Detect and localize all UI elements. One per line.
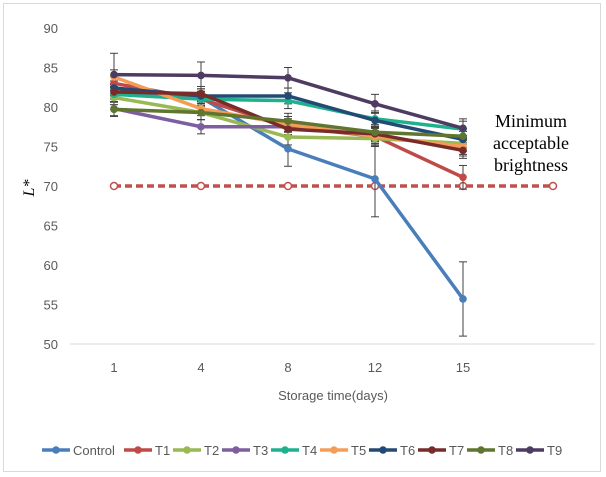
threshold-marker [196,181,206,191]
legend-label-control: Control [73,443,115,458]
data-point-t9 [459,124,467,133]
y-tick-label: 50 [44,337,58,352]
legend-swatch-marker-t5 [330,446,338,454]
data-point-t8 [371,128,379,137]
x-axis-title: Storage time(days) [278,388,388,403]
data-point-t8 [110,105,118,114]
data-point-t9 [110,70,118,79]
data-point-t9 [284,73,292,82]
threshold-marker [109,181,119,191]
y-tick-label: 55 [44,298,58,313]
data-point-t9 [371,100,379,108]
legend-label-t5: T5 [351,443,366,458]
data-point-t9 [197,71,205,80]
x-tick-label: 12 [368,360,382,375]
data-point-t7 [110,88,118,96]
data-point-t3 [197,122,205,131]
y-axis-ticks: 50 55 60 65 70 75 80 85 90 [44,21,58,352]
threshold-line-group [109,181,558,191]
legend-label-t4: T4 [302,443,317,458]
threshold-marker [548,181,558,191]
data-point-t8 [197,108,205,117]
series-lines [110,70,467,303]
y-tick-label: 85 [44,61,58,76]
data-point-t8 [459,132,467,141]
y-tick-label: 70 [44,179,58,194]
data-point-t7 [459,146,467,155]
legend-swatch-marker-control [52,446,60,454]
y-axis-title: L* [21,180,38,198]
y-tick-label: 75 [44,140,58,155]
legend-swatch-marker-t7 [428,446,436,454]
data-point-t7 [284,125,292,133]
y-tick-label: 65 [44,219,58,234]
x-tick-label: 4 [197,360,204,375]
data-point-t6 [284,92,292,100]
x-tick-label: 1 [110,360,117,375]
legend-swatch-marker-t6 [379,446,387,454]
data-point-control [371,175,379,183]
threshold-annotation-line-3: brightness [494,155,568,175]
legend-swatch-marker-t3 [232,446,240,454]
threshold-annotation-line-1: Minimum [495,111,567,131]
data-point-control [284,145,292,153]
legend-label-t6: T6 [400,443,415,458]
threshold-annotation-line-2: acceptable [493,133,569,153]
legend-swatch-marker-t1 [134,446,142,454]
y-tick-label: 90 [44,21,58,36]
data-point-t7 [197,89,205,98]
data-point-t2 [284,133,292,141]
legend-swatch-marker-t8 [477,446,485,454]
x-axis-ticks: 1 4 8 12 15 [110,360,470,375]
x-tick-label: 8 [284,360,291,375]
legend-label-t1: T1 [155,443,170,458]
legend-label-t2: T2 [204,443,219,458]
data-point-t1 [459,173,467,182]
legend-label-t9: T9 [547,443,562,458]
legend-swatch-marker-t4 [281,446,289,454]
legend: Control T1 T2 T3 T4 T5 T6 T7 T8 T9 [42,443,562,458]
y-tick-label: 80 [44,100,58,115]
legend-swatch-marker-t2 [183,446,191,454]
legend-label-t8: T8 [498,443,513,458]
legend-label-t3: T3 [253,443,268,458]
legend-swatch-marker-t9 [526,446,534,454]
y-tick-label: 60 [44,258,58,273]
legend-label-t7: T7 [449,443,464,458]
data-point-t6 [371,116,379,125]
data-point-t8 [284,117,292,126]
threshold-marker [283,181,293,191]
data-point-control [459,295,467,303]
x-tick-label: 15 [456,360,470,375]
